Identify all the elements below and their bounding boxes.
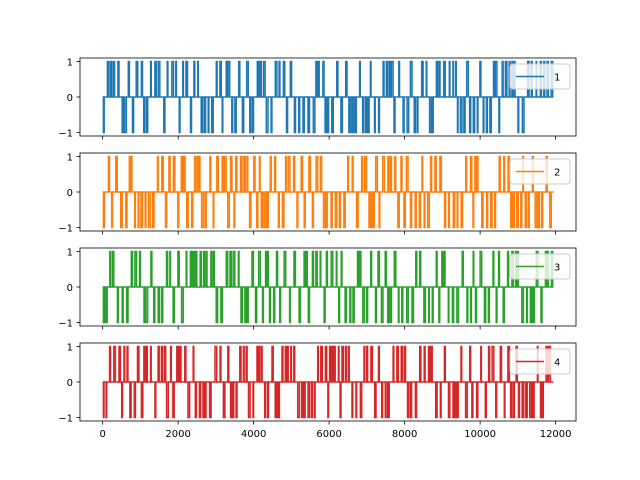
x-tick-label: 0 (99, 429, 105, 440)
y-tick-label: −1 (58, 413, 73, 424)
subplot-4: 1 0 −1 0 2000 4000 6000 8000 10000 12000 4 (58, 343, 577, 440)
y-tick-label: −1 (58, 128, 73, 139)
subplot-1: 1 0 −1 1 (58, 58, 577, 140)
x-tick-label: 8000 (392, 429, 417, 440)
y-tick-label: 1 (67, 58, 73, 69)
x-tick-label: 12000 (540, 429, 572, 440)
y-tick-label: 1 (67, 248, 73, 259)
legend: 2 (509, 158, 571, 185)
legend-label: 2 (554, 168, 560, 179)
subplot-2: 1 0 −1 2 (58, 153, 577, 235)
y-tick-label: −1 (58, 223, 73, 234)
legend: 1 (509, 63, 571, 90)
y-tick-label: −1 (58, 318, 73, 329)
y-tick-label: 0 (67, 188, 73, 199)
x-tick-label: 2000 (165, 429, 190, 440)
legend: 4 (509, 348, 571, 375)
subplot-stack: 1 0 −1 1 1 0 −1 2 1 0 −1 3 1 0 −1 0 2000 4000 6000 8000 1000… (58, 58, 577, 440)
y-tick-label: 0 (67, 378, 73, 389)
y-tick-label: 1 (67, 153, 73, 164)
y-tick-label: 0 (67, 283, 73, 294)
x-tick-label: 4000 (241, 429, 266, 440)
y-tick-label: 0 (67, 93, 73, 104)
series-line-3 (102, 250, 554, 324)
x-tick-label: 10000 (464, 429, 496, 440)
y-tick-label: 1 (67, 343, 73, 354)
legend: 3 (509, 253, 571, 280)
legend-label: 1 (554, 73, 560, 84)
series-line-1 (102, 60, 554, 134)
subplot-3: 1 0 −1 3 (58, 248, 577, 330)
series-line-2 (102, 155, 554, 229)
series-line-4 (102, 345, 554, 419)
legend-label: 3 (554, 263, 560, 274)
x-tick-label: 6000 (316, 429, 341, 440)
legend-label: 4 (554, 358, 560, 369)
